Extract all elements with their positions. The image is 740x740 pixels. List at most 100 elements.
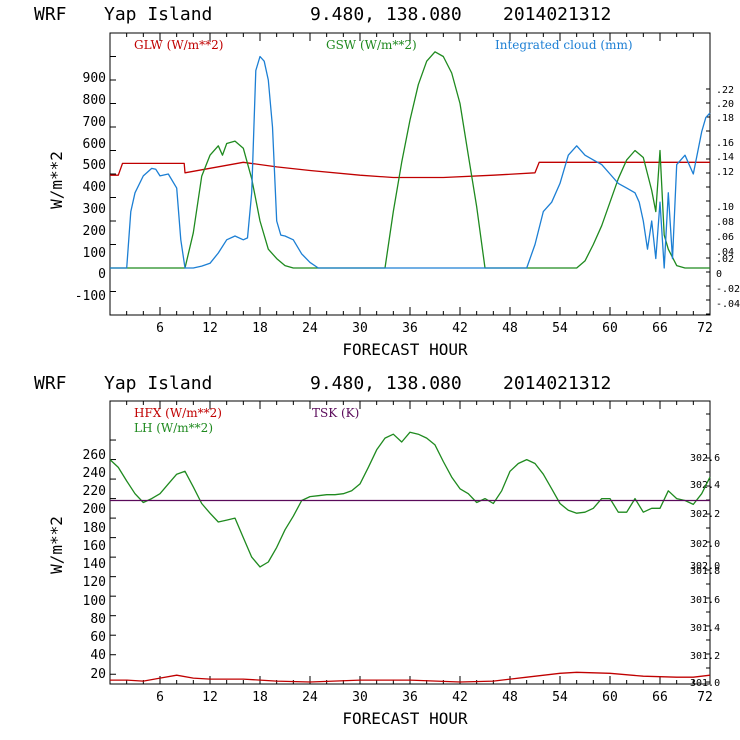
panel1-rtick-label: .14 [716,152,734,163]
panel2-rtick-label: 302.2 [690,509,720,520]
panel1-rtick-label: .20 [716,99,734,110]
panel1-xtick-label: 12 [202,321,218,336]
panel2-header-date: 2014021312 [503,373,611,394]
panel1-xtick-label: 54 [552,321,568,336]
panel1-x-tick-labels: 6 12 18 24 30 36 42 48 54 60 66 72 [156,321,713,336]
panel2-xtick-label: 12 [202,690,218,705]
panel2-x-tick-labels: 6 12 18 24 30 36 42 48 54 60 66 72 [156,690,713,705]
panel2-xtick-label: 48 [502,690,518,705]
panel2-ytick-label: 20 [90,667,106,682]
panel1-xtick-label: 48 [502,321,518,336]
panel1-ytick-label: 700 [83,115,106,130]
panel1-xtick-label: 36 [402,321,418,336]
panel2-ytick-label: 240 [83,466,106,481]
panel2-rtick-label: 302.6 [690,453,720,464]
legend-integrated-cloud: Integrated cloud (mm) [495,38,633,52]
legend-gsw: GSW (W/m**2) [326,38,417,52]
panel1-right-tick-labels: .22 .20 .18 .16 .14 .12 .10 .08 .06 .04 … [716,85,740,310]
panel2-ytick-label: 160 [83,539,106,554]
panel1-right-tick-marks [706,88,710,315]
panel1-xtick-label: 72 [697,321,713,336]
panel1-series [110,51,711,269]
panel2-right-tick-labels: 302.6 302.4 302.2 302.0 302.0 301.8 301.… [690,453,720,689]
panel2-ytick-label: 100 [83,594,106,609]
panel2-rtick-label: 301.4 [690,623,720,634]
panel2-ytick-label: 260 [83,448,106,463]
panel1-x-tick-marks [126,33,694,315]
panel2-x-tick-marks [126,401,694,684]
panel1-ytick-label: 900 [83,71,106,86]
panel2-xtick-label: 30 [352,690,368,705]
panel1-y-axis-label: W/m**2 [47,151,66,209]
legend-glw: GLW (W/m**2) [134,38,223,52]
panel1-header-date: 2014021312 [503,4,611,25]
panel2-xtick-label: 18 [252,690,268,705]
series-line-lh [109,431,711,568]
panel1-xtick-label: 66 [652,321,668,336]
panel2-xtick-label: 42 [452,690,468,705]
panel2-left-tick-marks [110,439,116,675]
panel1-rtick-label: .18 [716,113,734,124]
panel1-rtick-label: .22 [716,85,734,96]
panel2-y-tick-labels: 20 40 60 80 100 120 140 160 180 200 220 … [83,448,106,682]
series-line-integrated [110,55,711,269]
panel1-xtick-label: 6 [156,321,164,336]
panel1-left-tick-marks [110,56,116,292]
panel2-ytick-label: 80 [90,612,106,627]
series-line-hfx [110,671,711,683]
panel1-rtick-label: .02 [716,254,734,265]
panel1-legend: GLW (W/m**2) GSW (W/m**2) Integrated clo… [134,38,633,52]
panel2-xtick-label: 54 [552,690,568,705]
panel1-rtick-label: -.02 [716,284,740,295]
panel1-rtick-label: 0 [716,269,722,280]
panel1-header-location: Yap Island [104,4,212,25]
panel2-rtick-label: 301.0 [690,678,720,689]
panel1-ytick-label: 0 [98,267,106,282]
panel2-rtick-label: 302.0 [690,539,720,550]
panel2-y-axis-label: W/m**2 [47,516,66,574]
panel2-plot-frame [109,400,711,685]
panel1-rtick-label: .04 [716,247,734,258]
panel2-xtick-label: 72 [697,690,713,705]
panel1-header-model: WRF [34,4,67,25]
panel1-xtick-label: 24 [302,321,318,336]
panel-surface-fluxes: WRF Yap Island 9.480, 138.080 2014021312… [34,373,720,728]
series-line-glw [110,161,710,179]
panel2-header-model: WRF [34,373,67,394]
panel2-rtick-label: 301.2 [690,651,720,662]
panel2-rtick-label: 302.4 [690,480,720,491]
legend-lh: LH (W/m**2) [134,421,213,435]
panel2-right-tick-marks [706,413,710,683]
legend-hfx: HFX (W/m**2) [134,406,222,420]
panel2-xtick-label: 24 [302,690,318,705]
panel2-ytick-label: 220 [83,484,106,499]
panel2-ytick-label: 180 [83,521,106,536]
panel1-rtick-label: .16 [716,138,734,149]
panel1-rtick-label: .06 [716,232,734,243]
panel-radiation: WRF Yap Island 9.480, 138.080 2014021312… [34,4,740,359]
panel1-ytick-label: 800 [83,93,106,108]
panel1-rtick-label: .10 [716,202,734,213]
panel2-rtick-label: 301.6 [690,595,720,606]
panel1-ytick-label: 300 [83,202,106,217]
panel2-x-axis-label: FORECAST HOUR [342,709,468,728]
panel1-rtick-label: -.04 [716,299,740,310]
panel1-ytick-label: 200 [83,224,106,239]
panel2-ytick-label: 60 [90,630,106,645]
panel1-xtick-label: 60 [602,321,618,336]
panel2-legend: HFX (W/m**2) LH (W/m**2) TSK (K) [134,406,359,435]
panel2-ytick-label: 140 [83,557,106,572]
panel2-ytick-label: 40 [90,648,106,663]
panel1-rtick-label: .08 [716,217,734,228]
panel2-xtick-label: 66 [652,690,668,705]
panel1-ytick-label: 100 [83,246,106,261]
panel1-x-axis-label: FORECAST HOUR [342,340,468,359]
panel2-ytick-label: 200 [83,502,106,517]
panel2-xtick-label: 36 [402,690,418,705]
panel2-xtick-label: 6 [156,690,164,705]
panel1-y-tick-labels: -100 0 100 200 300 400 500 600 700 800 9… [75,71,106,304]
panel1-ytick-label: -100 [75,289,106,304]
panel1-ytick-label: 500 [83,158,106,173]
panel2-series [109,431,711,683]
